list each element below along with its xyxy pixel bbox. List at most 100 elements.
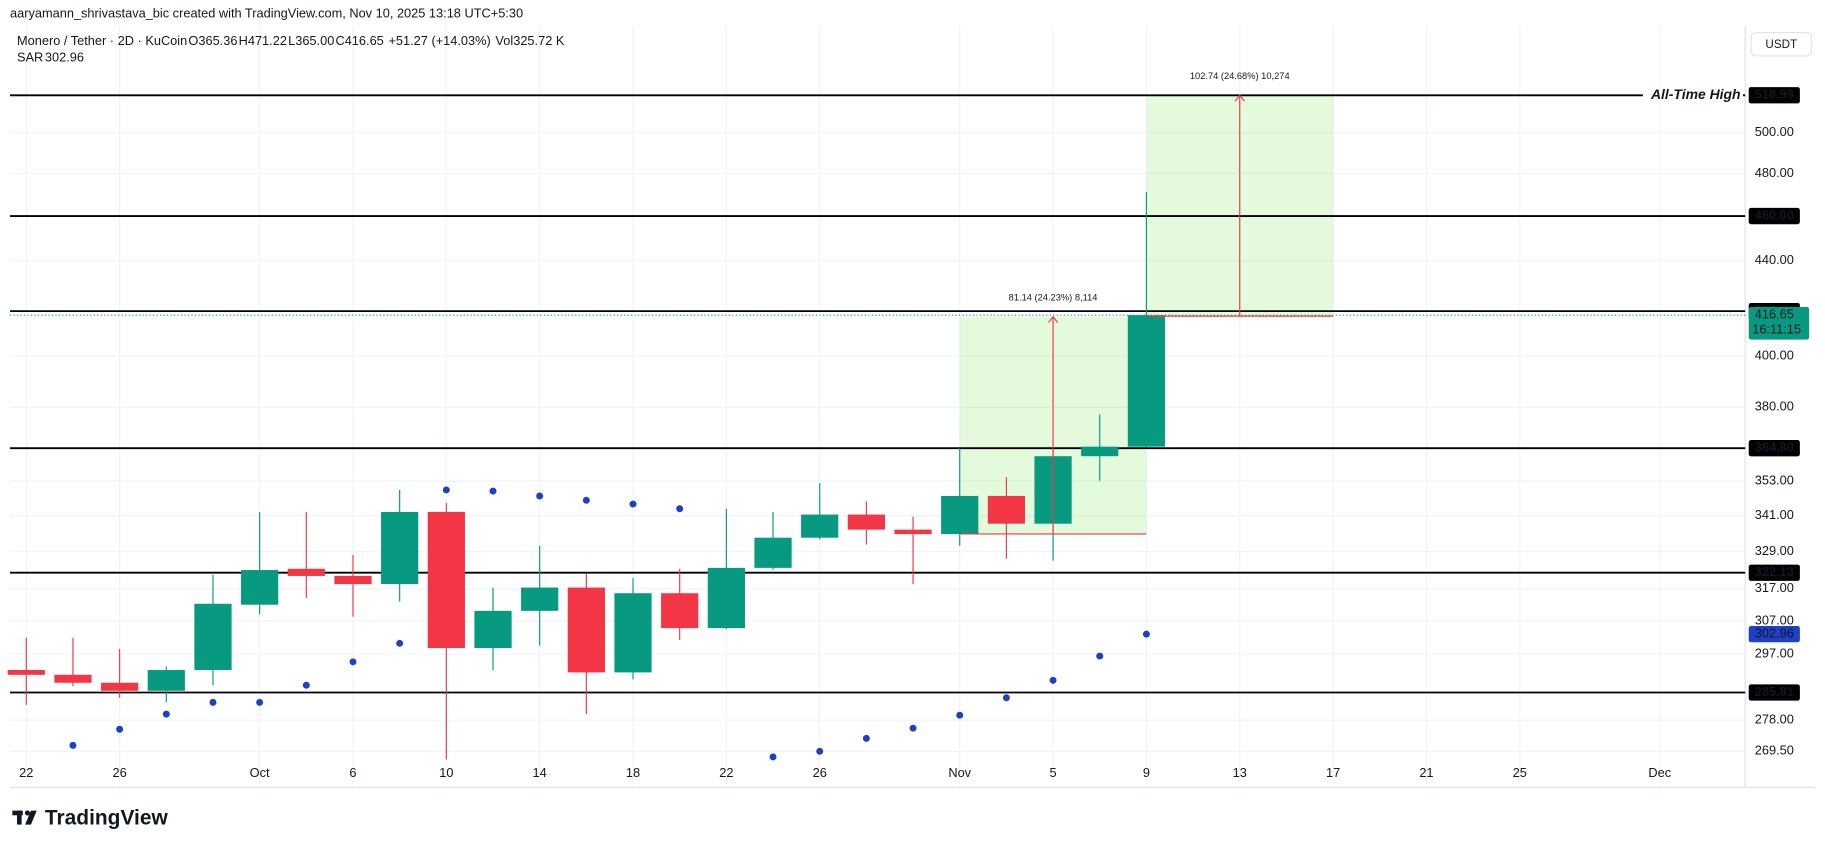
level-note: All-Time High bbox=[1650, 86, 1741, 102]
candle-body bbox=[381, 511, 419, 585]
candle-body bbox=[1081, 446, 1119, 457]
volume-key: Vol bbox=[495, 33, 513, 48]
sar-dot bbox=[1049, 676, 1057, 684]
measure-label: 81.14 (24.23%) 8,114 bbox=[1009, 293, 1098, 303]
sar-dot bbox=[816, 747, 824, 755]
x-tick-label: 18 bbox=[626, 765, 640, 780]
level-label: 322.13 bbox=[1755, 564, 1794, 579]
x-tick-label: 9 bbox=[1143, 765, 1150, 780]
level-tag bbox=[1748, 207, 1800, 225]
x-tick-label: 13 bbox=[1233, 765, 1247, 780]
candle-body bbox=[661, 593, 699, 629]
arrow-head bbox=[1047, 315, 1059, 323]
y-tick-label: 380.00 bbox=[1755, 399, 1794, 414]
sar-dot bbox=[1002, 694, 1010, 702]
overlay: 81.14 (24.23%) 8,114 102.74 (24.68%) 10,2… bbox=[959, 71, 1810, 701]
candle-body bbox=[194, 603, 232, 671]
ohlc-key: O bbox=[188, 33, 198, 48]
sar-dot bbox=[582, 496, 590, 504]
attribution: aaryamann_shrivastava_bic created with T… bbox=[10, 5, 523, 20]
grid: 269.50 278.00 297.00 307.00 317.00 329.00 341.… bbox=[10, 25, 1794, 788]
y-tick-label: 317.00 bbox=[1755, 580, 1794, 595]
countdown: 16:11:15 bbox=[1752, 322, 1801, 337]
x-tick-label: 26 bbox=[113, 765, 127, 780]
note-bg bbox=[1642, 87, 1743, 104]
level-tag bbox=[1748, 564, 1800, 581]
y-tick-label: 480.00 bbox=[1755, 165, 1794, 180]
candle-body bbox=[847, 514, 885, 530]
ohlc-value: 365.00 bbox=[295, 33, 334, 48]
sar-dot bbox=[1142, 630, 1150, 638]
x-tick-label: 17 bbox=[1326, 765, 1340, 780]
ohlc-value: 416.65 bbox=[345, 33, 384, 48]
measure-label: 102.74 (24.68%) 10,274 bbox=[1190, 71, 1290, 81]
candle-body bbox=[101, 682, 139, 691]
candle-body bbox=[241, 570, 279, 605]
x-tick-label: Dec bbox=[1648, 765, 1671, 780]
candle-body bbox=[941, 495, 979, 535]
candle-body bbox=[474, 610, 512, 648]
y-tick-label: 297.00 bbox=[1755, 645, 1794, 660]
plot bbox=[7, 94, 1746, 761]
sar-dot bbox=[302, 681, 310, 689]
candle-body bbox=[801, 514, 839, 538]
candle-body bbox=[1127, 315, 1166, 447]
sar-dot bbox=[489, 487, 497, 495]
candle-body bbox=[7, 670, 45, 675]
x-tick-label: 5 bbox=[1050, 765, 1057, 780]
ohlc-key: C bbox=[335, 33, 344, 48]
sar-dot bbox=[209, 698, 217, 706]
level-label: 285.81 bbox=[1755, 684, 1794, 699]
currency[interactable]: USDT bbox=[1765, 38, 1797, 51]
sar-dot bbox=[956, 711, 964, 719]
sar-dot bbox=[1096, 652, 1104, 660]
y-tick-label: 341.00 bbox=[1755, 507, 1794, 522]
x-tick-label: 6 bbox=[349, 765, 356, 780]
price-tag bbox=[1748, 307, 1810, 340]
x-tick-label: 22 bbox=[719, 765, 733, 780]
x-tick-label: 22 bbox=[19, 765, 33, 780]
candle-body bbox=[987, 495, 1025, 524]
ohlc-key: H bbox=[239, 33, 248, 48]
x-tick-label: 10 bbox=[439, 765, 453, 780]
level-label: 364.80 bbox=[1755, 440, 1794, 455]
sar-dot bbox=[349, 658, 357, 666]
sar-tag bbox=[1748, 626, 1800, 643]
change: +51.27 (+14.03%) bbox=[388, 33, 490, 48]
level-tag bbox=[1748, 440, 1800, 457]
sar-dot bbox=[629, 500, 637, 508]
footer-logo: TradingView bbox=[12, 806, 168, 829]
sar-label: 302.96 bbox=[1755, 626, 1794, 641]
x-tick-label: 26 bbox=[813, 765, 827, 780]
sar-dot bbox=[442, 486, 450, 494]
logo-shape bbox=[16, 810, 22, 825]
sar-dot bbox=[396, 639, 404, 647]
candle-body bbox=[334, 575, 372, 585]
candle-body bbox=[54, 674, 92, 683]
price-label: 416.65 bbox=[1755, 307, 1794, 322]
x-tick-label: Oct bbox=[250, 765, 270, 780]
candle-body bbox=[147, 670, 185, 691]
candle-body bbox=[427, 511, 465, 648]
ohlc-value: 365.36 bbox=[198, 33, 237, 48]
currency-button[interactable] bbox=[1750, 31, 1813, 57]
ohlc-value: 471.22 bbox=[248, 33, 287, 48]
level-tag bbox=[1748, 684, 1800, 701]
y-tick-label: 269.50 bbox=[1755, 743, 1794, 758]
level-tag bbox=[1748, 87, 1800, 104]
candle-body bbox=[707, 567, 745, 629]
sar-dot bbox=[862, 734, 870, 742]
brand: TradingView bbox=[45, 806, 169, 829]
logo-shape bbox=[25, 810, 37, 825]
volume: 325.72 K bbox=[513, 33, 565, 48]
candle-body bbox=[287, 568, 325, 576]
sar-dot bbox=[769, 753, 777, 761]
candle-body bbox=[614, 593, 652, 673]
sar-name: SAR bbox=[17, 50, 43, 65]
sar-dot bbox=[909, 724, 917, 732]
sar-dot bbox=[69, 741, 77, 749]
symbol: Monero / Tether · 2D · KuCoin bbox=[17, 33, 187, 48]
